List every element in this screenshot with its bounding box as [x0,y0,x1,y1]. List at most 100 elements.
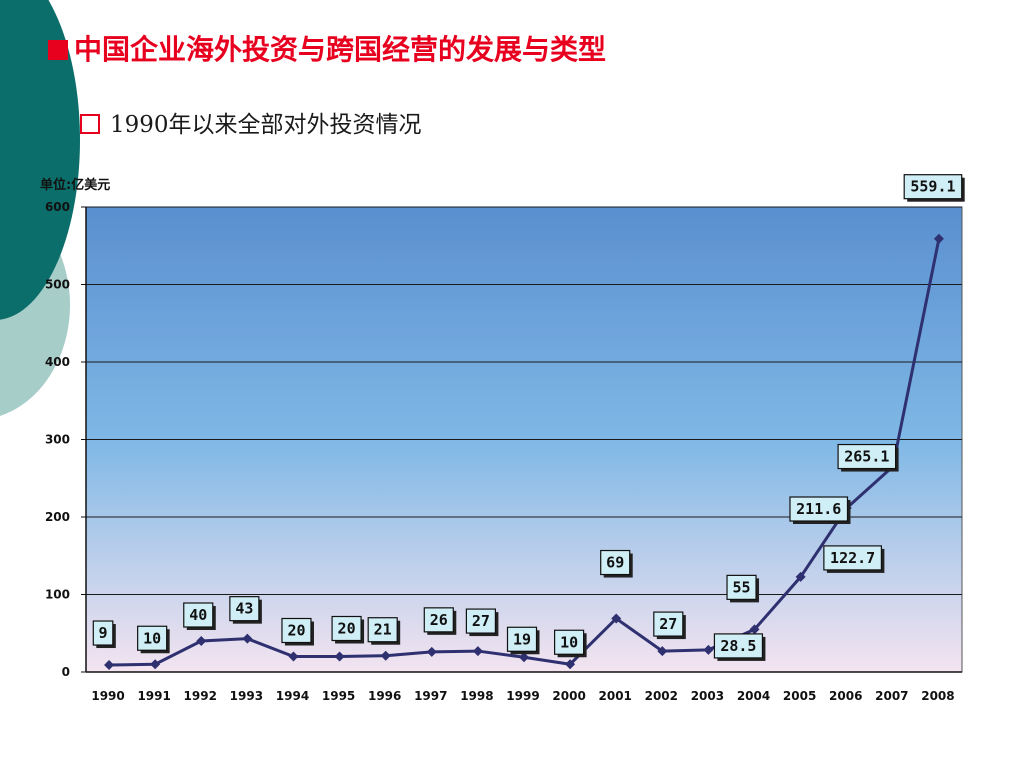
data-label-text: 265.1 [844,448,889,466]
x-tick-label: 2002 [645,689,678,703]
x-tick-label: 1997 [414,689,447,703]
data-label-box [600,549,631,576]
data-point [150,659,161,670]
hollow-square-bullet-icon [80,114,100,134]
data-point [242,633,253,644]
data-label-text: 27 [472,612,490,630]
x-tick-label: 2006 [829,689,862,703]
data-label: 26 [423,607,457,635]
x-tick-label: 2000 [552,689,585,703]
data-label: 40 [183,602,216,630]
data-label-text: 69 [606,554,624,572]
data-point [703,644,714,655]
data-label-text: 26 [430,611,448,629]
x-tick-label: 2005 [783,689,816,703]
data-label: 10 [137,625,170,654]
x-tick-label: 1999 [506,689,539,703]
data-label: 10 [554,629,587,658]
data-label-box [423,607,454,633]
data-label-box [653,611,684,637]
x-tick-label: 2001 [599,689,632,703]
x-tick-label: 1998 [460,689,493,703]
data-label: 27 [653,611,686,640]
data-point [380,650,391,661]
x-tick-label: 2008 [921,689,954,703]
slide-title-text: 中国企业海外投资与跨国经营的发展与类型 [74,33,607,66]
data-label: 20 [281,617,314,646]
x-tick-label: 1992 [184,689,217,703]
data-point [472,646,483,657]
x-tick-label: 1990 [91,689,124,703]
x-axis: 1990 1991 1992 1993 1994 1995 1996 1997 1998 1999… [86,671,962,703]
y-tick-label: 600 [45,200,70,214]
x-tick-label: 2004 [737,689,770,703]
data-label: 20 [331,615,365,644]
data-labels: 9 10 40 43 20 20 21 26 27 19 10 69 27 28.5 55 122.7 211.… [92,174,965,661]
data-label-text: 10 [143,629,161,647]
data-label-box [281,617,312,644]
data-point [933,233,944,244]
data-label: 9 [92,620,116,649]
data-point [288,651,299,662]
data-label: 21 [367,617,401,645]
data-point [657,646,668,657]
data-label-text: 19 [513,630,531,648]
data-label-text: 28.5 [720,637,756,655]
data-label-box [331,615,362,642]
slide-subtitle: 1990年以来全部对外投资情况 [80,108,422,142]
data-point [334,651,345,662]
data-label-box [183,602,214,628]
data-point [426,646,437,657]
data-label-box [726,574,757,600]
data-label: 28.5 [713,633,766,661]
data-label-text: 40 [189,606,207,624]
data-label: 55 [726,574,760,603]
data-label-text: 9 [99,624,108,642]
data-label-box [137,625,168,651]
data-point [795,571,806,582]
y-tick-label: 400 [45,355,70,369]
data-label-text: 211.6 [796,500,841,518]
data-label-text: 21 [374,621,392,639]
data-label-text: 20 [338,620,356,638]
data-label-text: 20 [287,622,305,640]
data-label-box [229,596,260,622]
x-tick-label: 1994 [276,689,309,703]
data-point [749,624,760,635]
data-label-text: 55 [732,578,750,596]
data-label-box [837,443,897,470]
unit-label: 单位:亿美元 [40,178,111,193]
data-label-box [367,617,398,643]
data-label-text: 559.1 [910,178,955,196]
data-label-text: 10 [560,633,578,651]
square-bullet-icon [48,40,68,60]
data-point [104,660,115,671]
data-label-box [465,608,496,634]
data-label: 122.7 [823,545,885,573]
data-label: 211.6 [789,496,851,525]
data-label: 43 [229,596,262,624]
data-label: 265.1 [837,443,899,472]
data-label-text: 27 [659,615,677,633]
data-label: 27 [465,608,499,637]
data-label: 69 [600,549,633,578]
x-tick-label: 1996 [368,689,401,703]
y-tick-label: 0 [62,665,70,679]
data-point [519,652,529,663]
y-tick-label: 200 [45,510,70,524]
data-points [104,233,944,671]
data-label-box [713,633,764,659]
x-tick-label: 1993 [230,689,263,703]
y-axis: 0 100 200 300 400 500 600 [45,200,87,679]
slide-subtitle-text: 1990年以来全部对外投资情况 [110,112,422,138]
data-label-box [789,496,849,522]
y-tick-label: 500 [45,278,70,292]
data-label-box [823,545,882,571]
x-tick-label: 1995 [322,689,355,703]
data-label-text: 122.7 [830,549,875,567]
data-label-box [554,629,585,655]
data-label: 559.1 [903,174,965,202]
y-tick-label: 300 [45,433,70,447]
data-point [611,613,622,624]
